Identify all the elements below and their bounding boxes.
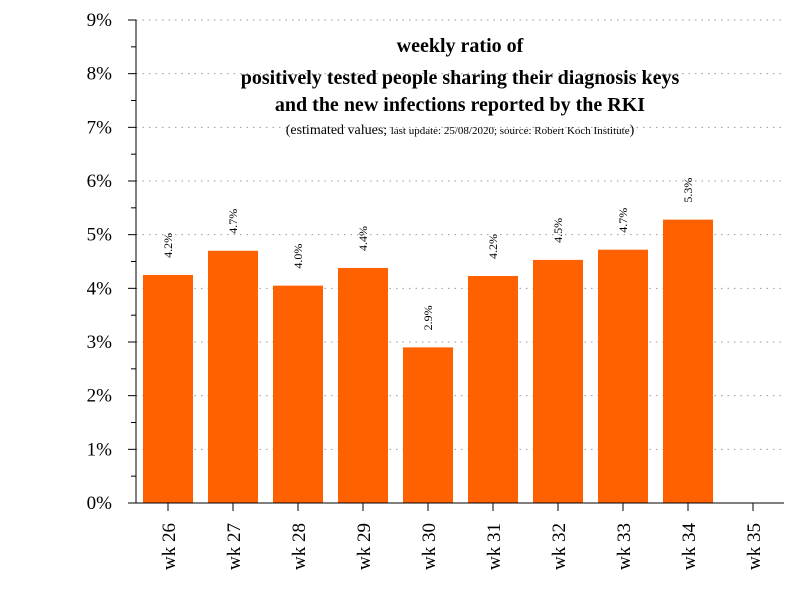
- bar: [598, 249, 648, 503]
- y-tick-label: 4%: [87, 278, 113, 299]
- x-tick-label: wk 30: [419, 523, 440, 570]
- data-label: 4.7%: [616, 208, 630, 233]
- data-labels: 4.2% 4.7% 4.0% 4.4% 2.9% 4.2% 4.5% 4.7% 5.3%: [161, 178, 695, 331]
- bar: [403, 347, 453, 503]
- y-tick-label: 5%: [87, 225, 113, 246]
- bar: [208, 250, 258, 503]
- y-tick-label: 3%: [87, 332, 113, 353]
- data-label: 4.7%: [226, 209, 240, 234]
- bar: [533, 259, 583, 503]
- x-tick-label: wk 33: [614, 523, 635, 570]
- title-line-1: weekly ratio of: [397, 35, 524, 57]
- data-label: 2.9%: [421, 305, 435, 330]
- subtitle-close: ): [630, 123, 635, 138]
- data-label: 4.0%: [291, 244, 305, 269]
- y-tick-label: 6%: [87, 171, 113, 192]
- x-tick-label: wk 31: [484, 523, 505, 570]
- y-axis-ticks: 0% 1% 2% 3% 4% 5% 6% 7% 8% 9%: [87, 10, 136, 514]
- chart-subtitle: (estimated values; last update: 25/08/20…: [286, 123, 635, 138]
- data-label: 5.3%: [681, 178, 695, 203]
- data-label: 4.4%: [356, 226, 370, 251]
- bars: [143, 219, 713, 503]
- y-tick-label: 2%: [87, 386, 113, 407]
- subtitle-open: (estimated values;: [286, 123, 391, 138]
- x-tick-label: wk 32: [549, 523, 570, 570]
- bar: [338, 267, 388, 503]
- y-tick-label: 7%: [87, 117, 113, 138]
- bar: [143, 274, 193, 503]
- title-line-3: and the new infections reported by the R…: [275, 94, 645, 116]
- x-tick-label: wk 29: [354, 523, 375, 570]
- subtitle-source: last update: 25/08/2020; source: Robert …: [391, 125, 630, 137]
- x-tick-label: wk 28: [289, 523, 310, 570]
- bar: [663, 219, 713, 503]
- data-label: 4.2%: [486, 234, 500, 259]
- y-tick-label: 9%: [87, 10, 113, 31]
- x-tick-label: wk 35: [744, 523, 765, 570]
- title-line-2: positively tested people sharing their d…: [241, 67, 680, 89]
- x-tick-label: wk 27: [224, 523, 245, 570]
- x-tick-label: wk 26: [159, 523, 180, 570]
- data-label: 4.2%: [161, 233, 175, 258]
- y-tick-label: 0%: [87, 493, 113, 514]
- x-tick-label: wk 34: [679, 523, 700, 570]
- bar: [468, 275, 518, 503]
- y-tick-label: 1%: [87, 439, 113, 460]
- bar: [273, 285, 323, 503]
- x-axis-ticks: wk 26 wk 27 wk 28 wk 29 wk 30 wk 31 wk 32 wk 33…: [159, 503, 765, 570]
- chart-title: weekly ratio of positively tested people…: [241, 35, 680, 138]
- y-tick-label: 8%: [87, 64, 113, 85]
- data-label: 4.5%: [551, 218, 565, 243]
